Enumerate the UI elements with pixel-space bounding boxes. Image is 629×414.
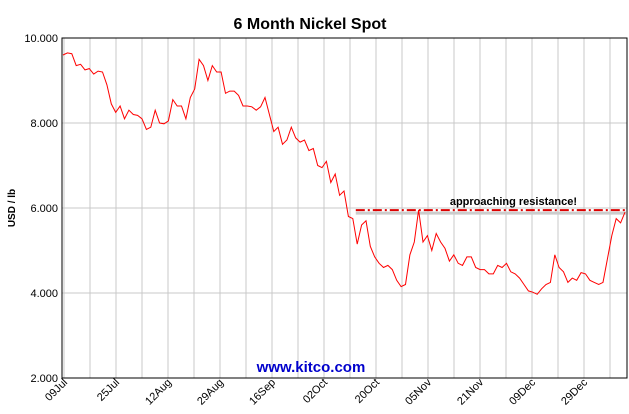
watermark: www.kitco.com (256, 359, 366, 376)
resistance-label: approaching resistance! (450, 196, 577, 208)
x-tick-label: 25Jul (95, 377, 122, 404)
x-tick-label: 29Dec (559, 376, 590, 407)
x-tick-label: 02Oct (301, 377, 330, 406)
x-tick-label: 21Nov (455, 376, 486, 407)
y-tick-label: 6.000 (30, 203, 58, 215)
x-tick-label: 16Sep (247, 377, 278, 408)
y-tick-label: 10.000 (24, 33, 58, 45)
x-tick-label: 12Aug (143, 377, 174, 408)
y-axis-label: USD / lb (7, 189, 18, 227)
x-tick-label: 29Aug (195, 377, 226, 408)
x-axis-ticks: 09Jul 25Jul 12Aug 29Aug 16Sep 02Oct 20Oct 05Nov… (43, 376, 590, 407)
y-axis-ticks: 2.000 4.000 6.000 8.000 10.000 (24, 33, 58, 385)
y-tick-label: 4.000 (30, 288, 58, 300)
y-tick-label: 2.000 (30, 373, 58, 385)
grid-lines (62, 37, 627, 379)
series-line (62, 52, 626, 295)
plot-border (61, 37, 628, 379)
chart-title: 6 Month Nickel Spot (234, 16, 388, 33)
x-tick-label: 05Nov (403, 376, 434, 407)
y-tick-label: 8.000 (30, 118, 58, 130)
x-tick-label: 09Dec (507, 376, 538, 407)
resistance-annotation: approaching resistance! (355, 196, 626, 215)
x-tick-label: 20Oct (353, 377, 382, 406)
